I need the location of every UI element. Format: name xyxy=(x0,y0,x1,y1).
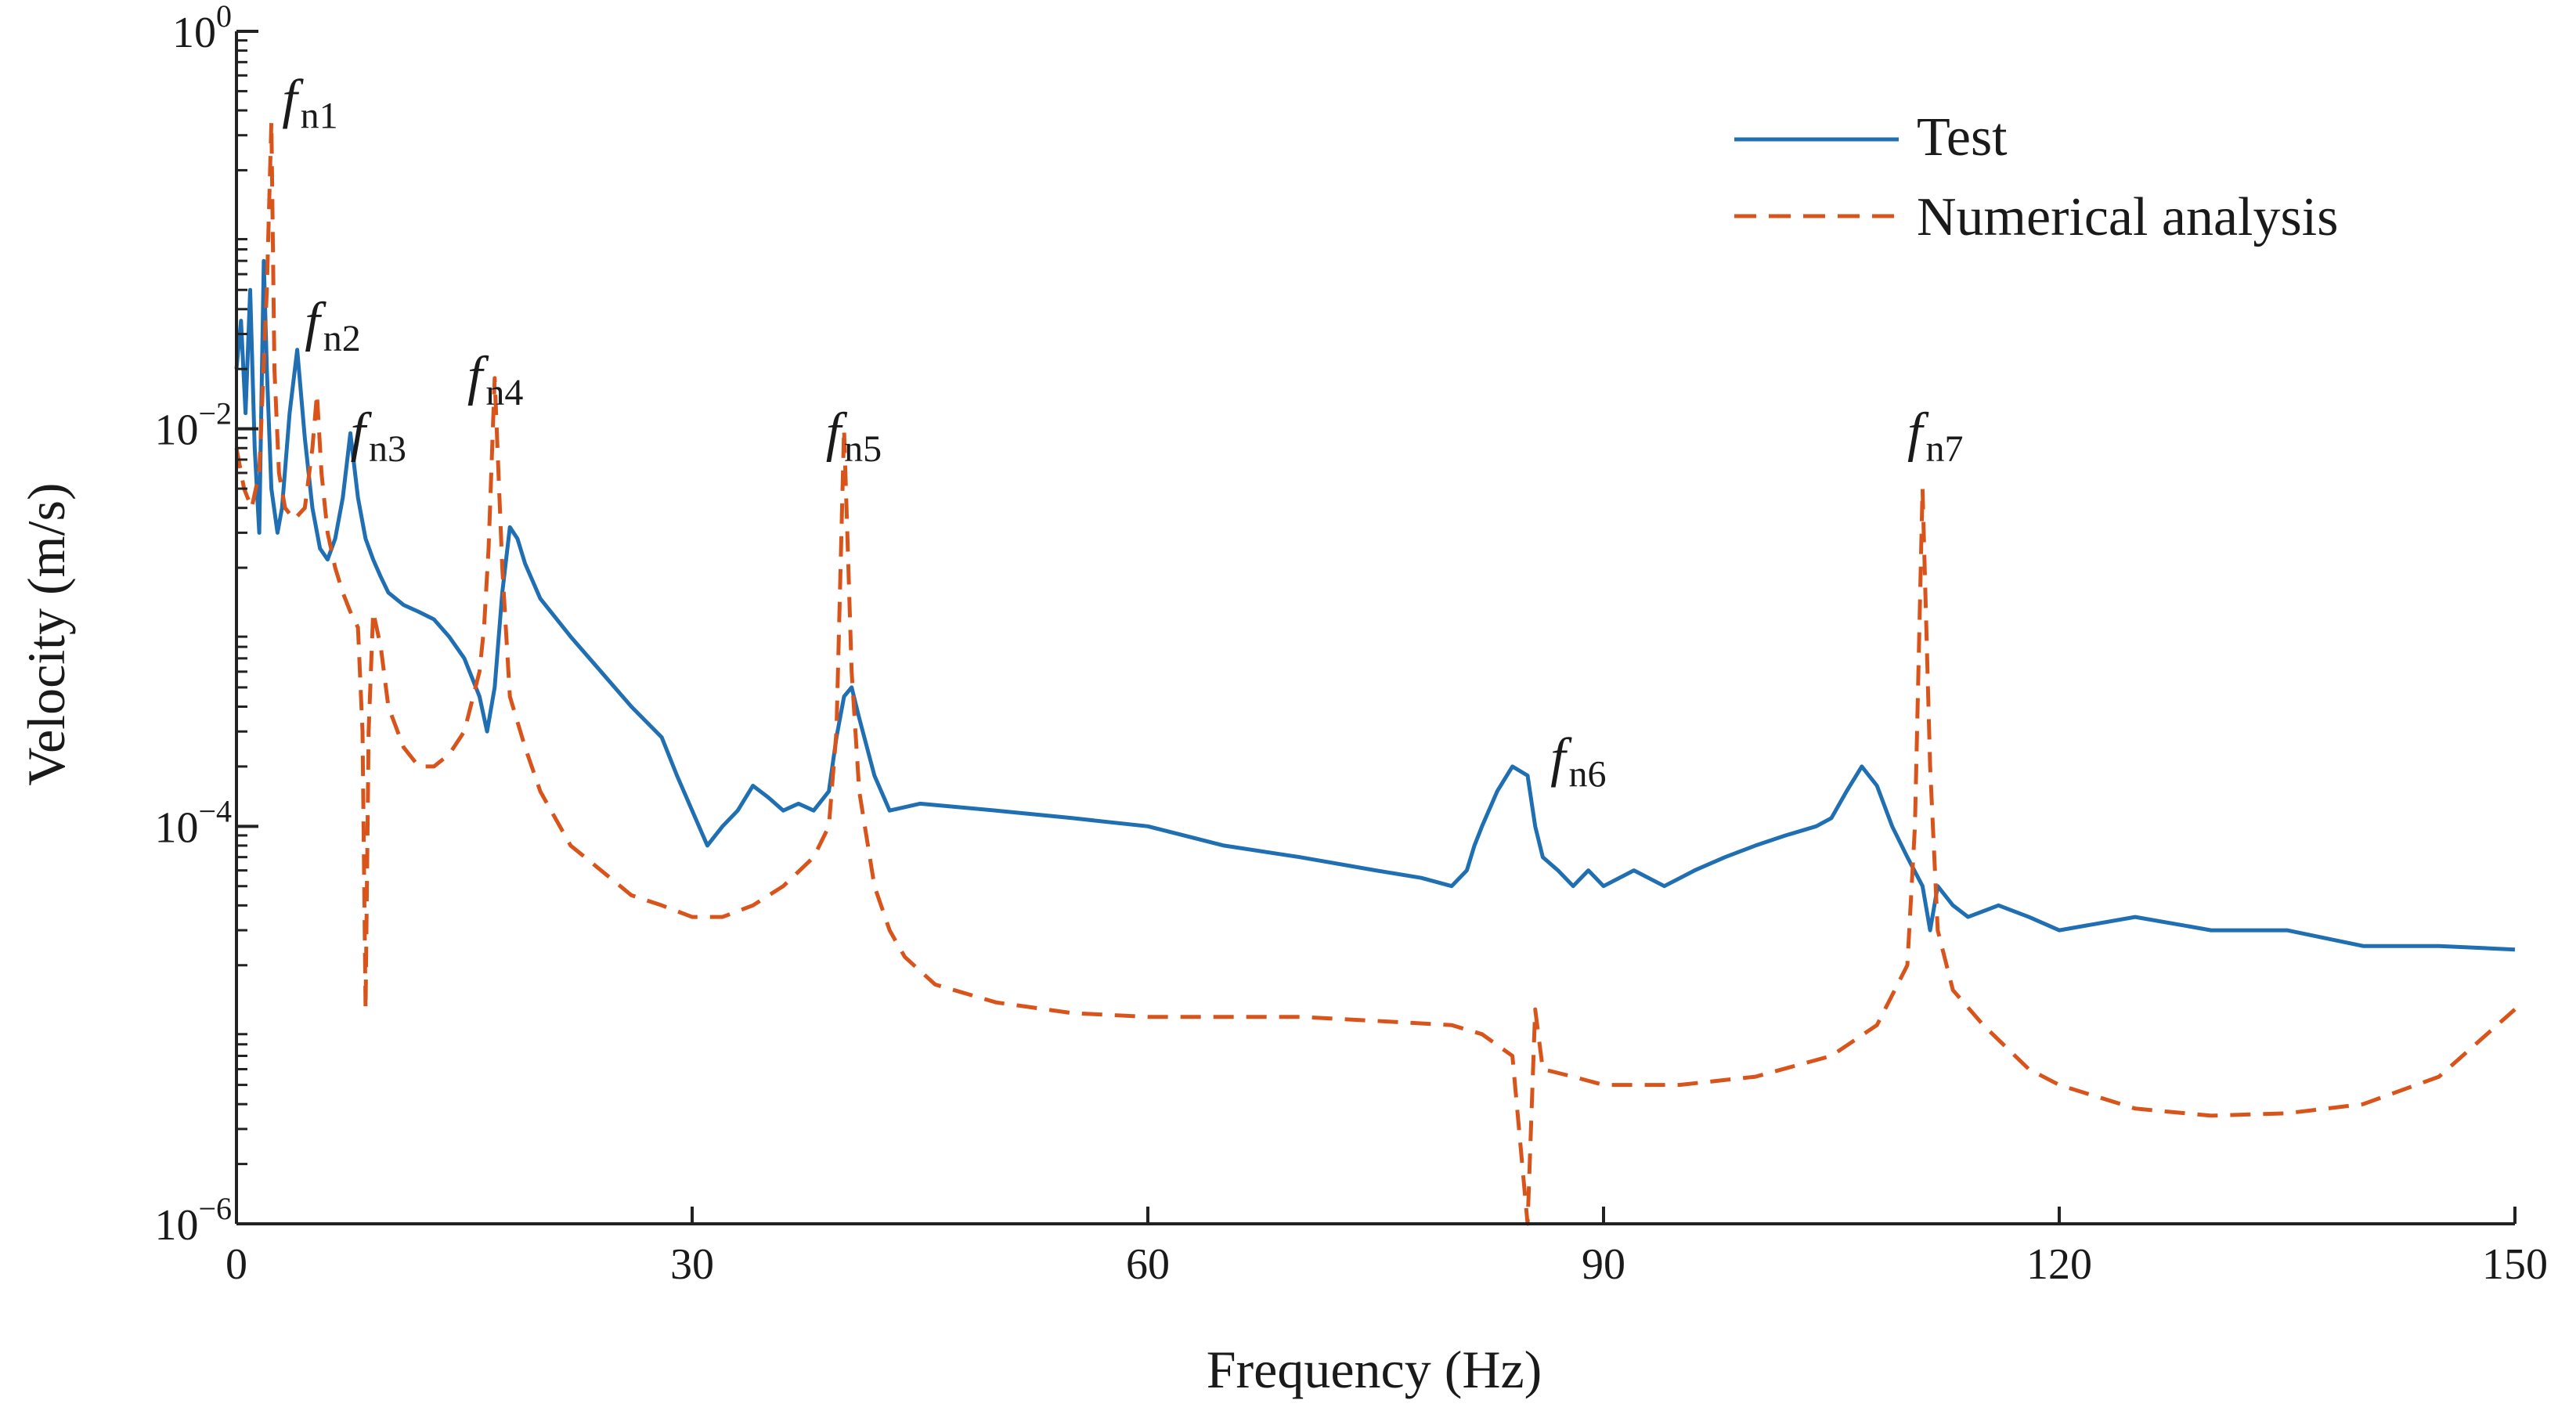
legend-numerical-label: Numerical analysis xyxy=(1917,187,2338,247)
x-tick-label: 120 xyxy=(2026,1240,2092,1289)
y-axis-label: Velocity (m/s) xyxy=(16,482,76,785)
y-tick-label: 10−4 xyxy=(154,793,232,852)
series-layer xyxy=(234,120,2516,1226)
legend: Test Numerical analysis xyxy=(1734,107,2338,247)
x-tick-label: 0 xyxy=(225,1240,247,1289)
x-tick-label: 30 xyxy=(670,1240,714,1289)
legend-test-label: Test xyxy=(1917,107,2008,168)
x-tick-label: 90 xyxy=(1582,1240,1625,1289)
axes-layer: 0 30 60 90 120 150 100 10−2 10−4 10−6 xyxy=(154,0,2548,1289)
y-tick-label: 10−6 xyxy=(154,1191,232,1250)
y-tick-label: 100 xyxy=(172,0,232,57)
x-tick-label: 150 xyxy=(2482,1240,2548,1289)
x-axis-label: Frequency (Hz) xyxy=(1207,1340,1542,1399)
y-tick-label: 10−2 xyxy=(154,396,232,455)
x-tick-label: 60 xyxy=(1126,1240,1170,1289)
peak-label-n4: fn4 xyxy=(467,346,523,413)
series-line-numerical-analysis xyxy=(234,120,2516,1226)
